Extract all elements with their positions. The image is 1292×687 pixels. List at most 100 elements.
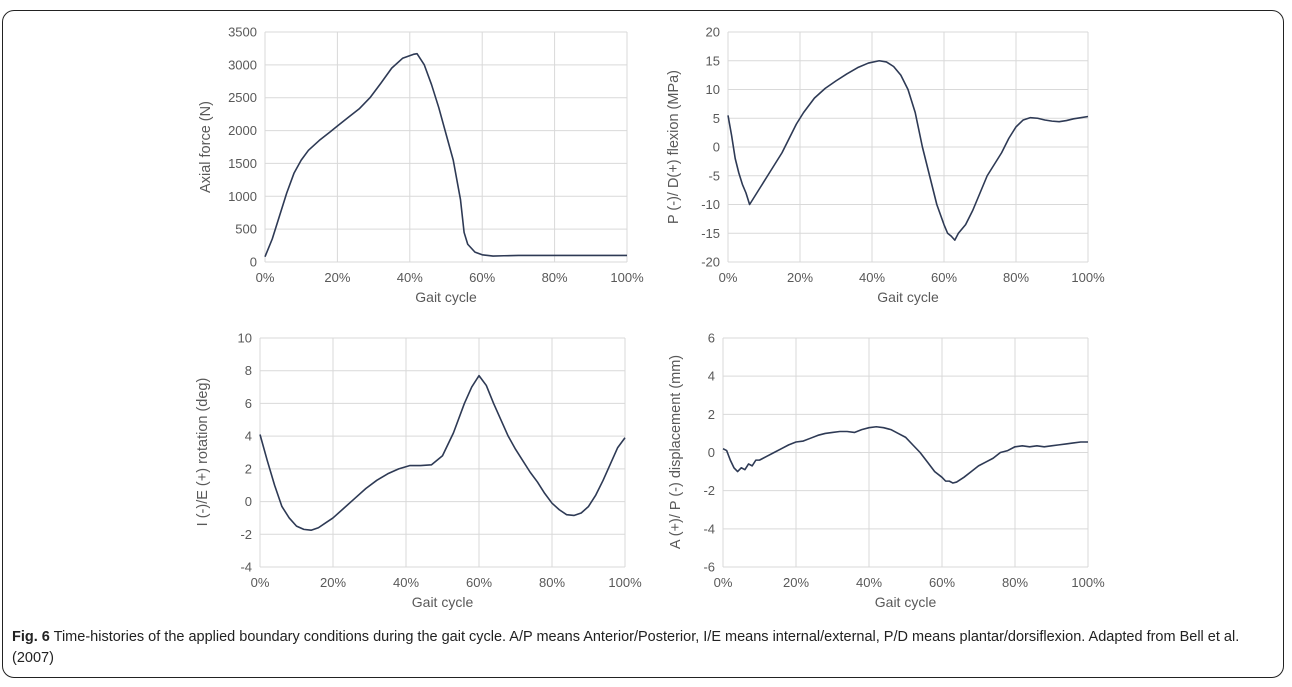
data-point: [868, 426, 870, 428]
data-point: [802, 440, 804, 442]
y-tick-label: -2: [703, 483, 715, 498]
y-tick-label: 1500: [228, 156, 257, 171]
y-tick-label: -4: [703, 521, 715, 536]
data-point: [853, 431, 855, 433]
y-tick-label: 4: [245, 429, 252, 444]
data-point: [281, 505, 283, 507]
data-point: [824, 87, 826, 89]
data-point: [1044, 119, 1046, 121]
y-axis-title: A (+)/ P (-) displacement (mm): [668, 355, 684, 549]
y-tick-label: 500: [235, 222, 257, 237]
data-point: [928, 175, 930, 177]
data-point: [897, 432, 899, 434]
x-tick-label: 0%: [719, 270, 738, 285]
series-line: [727, 59, 1089, 241]
x-tick-label: 40%: [859, 270, 885, 285]
y-tick-label: 0: [708, 445, 715, 460]
data-point: [780, 447, 782, 449]
data-point: [266, 459, 268, 461]
data-point: [766, 175, 768, 177]
x-axis-title: Gait cycle: [415, 289, 477, 305]
data-point: [492, 255, 494, 257]
data-point: [318, 139, 320, 141]
x-tick-label: 0%: [256, 270, 275, 285]
data-point: [544, 492, 546, 494]
data-point: [729, 459, 731, 461]
data-point: [412, 53, 414, 55]
data-point: [722, 447, 724, 449]
data-point: [781, 152, 783, 154]
data-point: [471, 386, 473, 388]
data-point: [441, 455, 443, 457]
data-point: [358, 108, 360, 110]
data-point: [517, 254, 519, 256]
data-point: [745, 192, 747, 194]
data-point: [1036, 117, 1038, 119]
data-point: [325, 522, 327, 524]
data-point: [492, 402, 494, 404]
data-point: [758, 459, 760, 461]
data-point: [914, 111, 916, 113]
data-point: [536, 481, 538, 483]
data-point: [387, 473, 389, 475]
data-point: [485, 384, 487, 386]
data-point: [295, 525, 297, 527]
data-point: [970, 470, 972, 472]
data-point: [416, 52, 418, 54]
y-tick-label: 0: [245, 494, 252, 509]
data-point: [293, 172, 295, 174]
data-point: [343, 507, 345, 509]
x-tick-label: 0%: [251, 575, 270, 590]
data-point: [401, 57, 403, 59]
data-point: [892, 65, 894, 67]
data-point: [1080, 116, 1082, 118]
data-point: [936, 203, 938, 205]
data-point: [986, 175, 988, 177]
y-tick-label: 4: [708, 369, 715, 384]
data-point: [835, 80, 837, 82]
data-point: [317, 527, 319, 529]
data-point: [752, 198, 754, 200]
y-tick-label: -20: [701, 255, 720, 270]
y-tick-label: 5: [713, 111, 720, 126]
data-point: [288, 517, 290, 519]
data-point: [736, 470, 738, 472]
data-point: [1072, 442, 1074, 444]
y-tick-label: -2: [240, 527, 252, 542]
y-tick-label: 10: [238, 331, 252, 346]
y-tick-label: 0: [713, 140, 720, 155]
data-point: [755, 459, 757, 461]
x-tick-label: 20%: [324, 270, 350, 285]
y-tick-label: 8: [245, 363, 252, 378]
data-point: [307, 149, 309, 151]
x-tick-label: 100%: [610, 270, 644, 285]
data-point: [921, 146, 923, 148]
data-point: [463, 402, 465, 404]
data-point: [391, 67, 393, 69]
x-tick-label: 100%: [1071, 575, 1105, 590]
data-point: [740, 467, 742, 469]
y-tick-label: 6: [708, 331, 715, 346]
data-point: [624, 437, 626, 439]
data-point: [912, 444, 914, 446]
data-point: [1008, 137, 1010, 139]
x-tick-label: 100%: [1071, 270, 1105, 285]
x-tick-label: 20%: [783, 575, 809, 590]
data-point: [1021, 445, 1023, 447]
data-point: [846, 73, 848, 75]
data-point: [824, 432, 826, 434]
data-point: [952, 482, 954, 484]
data-point: [573, 514, 575, 516]
data-point: [882, 426, 884, 428]
y-tick-label: -10: [701, 197, 720, 212]
data-point: [774, 163, 776, 165]
data-point: [452, 432, 454, 434]
x-tick-label: 20%: [320, 575, 346, 590]
data-point: [602, 479, 604, 481]
caption-label: Fig. 6: [12, 629, 50, 645]
data-point: [329, 131, 331, 133]
data-point: [999, 451, 1001, 453]
chart-panel-1: 0 500 1000 1500 2000 2500 3000 3500 0% 20% 40% 60% 8…: [198, 25, 644, 306]
data-point: [747, 463, 749, 465]
